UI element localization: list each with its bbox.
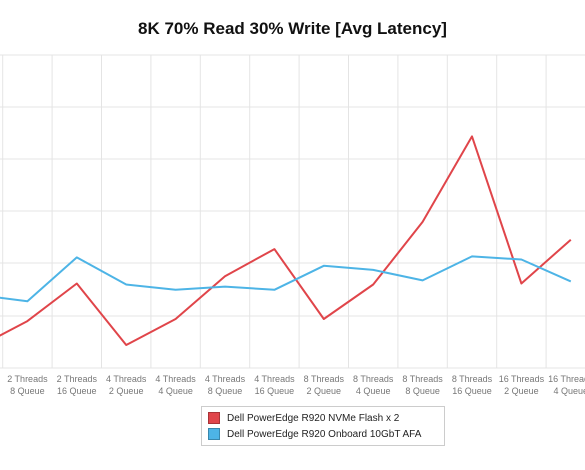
x-tick-label-queue-11: 2 Queue [504, 386, 539, 396]
x-tick-label-threads-1: 2 Threads [7, 374, 48, 384]
series-line-1 [0, 255, 572, 303]
x-tick-label-queue-8: 4 Queue [356, 386, 391, 396]
x-tick-label-threads-7: 8 Threads [304, 374, 345, 384]
x-tick-label-threads-12: 16 Threads [548, 374, 585, 384]
x-tick-label-queue-6: 16 Queue [255, 386, 295, 396]
legend-swatch-nvme [208, 412, 220, 424]
x-tick-label-queue-7: 2 Queue [307, 386, 342, 396]
x-tick-label-threads-9: 8 Threads [402, 374, 443, 384]
series-lines [0, 135, 572, 346]
x-tick-label-queue-3: 2 Queue [109, 386, 144, 396]
x-tick-label-threads-8: 8 Threads [353, 374, 394, 384]
x-tick-label-threads-4: 4 Threads [155, 374, 196, 384]
x-tick-label-queue-9: 8 Queue [405, 386, 440, 396]
x-tick-label-queue-1: 8 Queue [10, 386, 45, 396]
x-tick-label-threads-10: 8 Threads [452, 374, 493, 384]
legend-label-nvme: Dell PowerEdge R920 NVMe Flash x 2 [227, 412, 400, 424]
chart-title: 8K 70% Read 30% Write [Avg Latency] [138, 19, 447, 38]
legend: Dell PowerEdge R920 NVMe Flash x 2 Dell … [201, 406, 445, 446]
x-tick-label-queue-4: 4 Queue [158, 386, 193, 396]
legend-swatch-afa [208, 428, 220, 440]
legend-item-afa[interactable]: Dell PowerEdge R920 Onboard 10GbT AFA [208, 426, 438, 442]
x-tick-label-queue-5: 8 Queue [208, 386, 243, 396]
x-tick-label-queue-10: 16 Queue [452, 386, 492, 396]
x-tick-label-threads-5: 4 Threads [205, 374, 246, 384]
legend-label-afa: Dell PowerEdge R920 Onboard 10GbT AFA [227, 428, 422, 440]
x-tick-label-threads-11: 16 Threads [499, 374, 545, 384]
legend-item-nvme[interactable]: Dell PowerEdge R920 NVMe Flash x 2 [208, 410, 438, 426]
x-tick-label-threads-2: 2 Threads [57, 374, 98, 384]
x-tick-label-queue-2: 16 Queue [57, 386, 97, 396]
x-tick-label-threads-3: 4 Threads [106, 374, 147, 384]
x-tick-label-queue-12: 4 Queue [554, 386, 585, 396]
series-line-0 [0, 135, 572, 346]
grid-lines [0, 54, 585, 369]
x-tick-label-threads-6: 4 Threads [254, 374, 295, 384]
